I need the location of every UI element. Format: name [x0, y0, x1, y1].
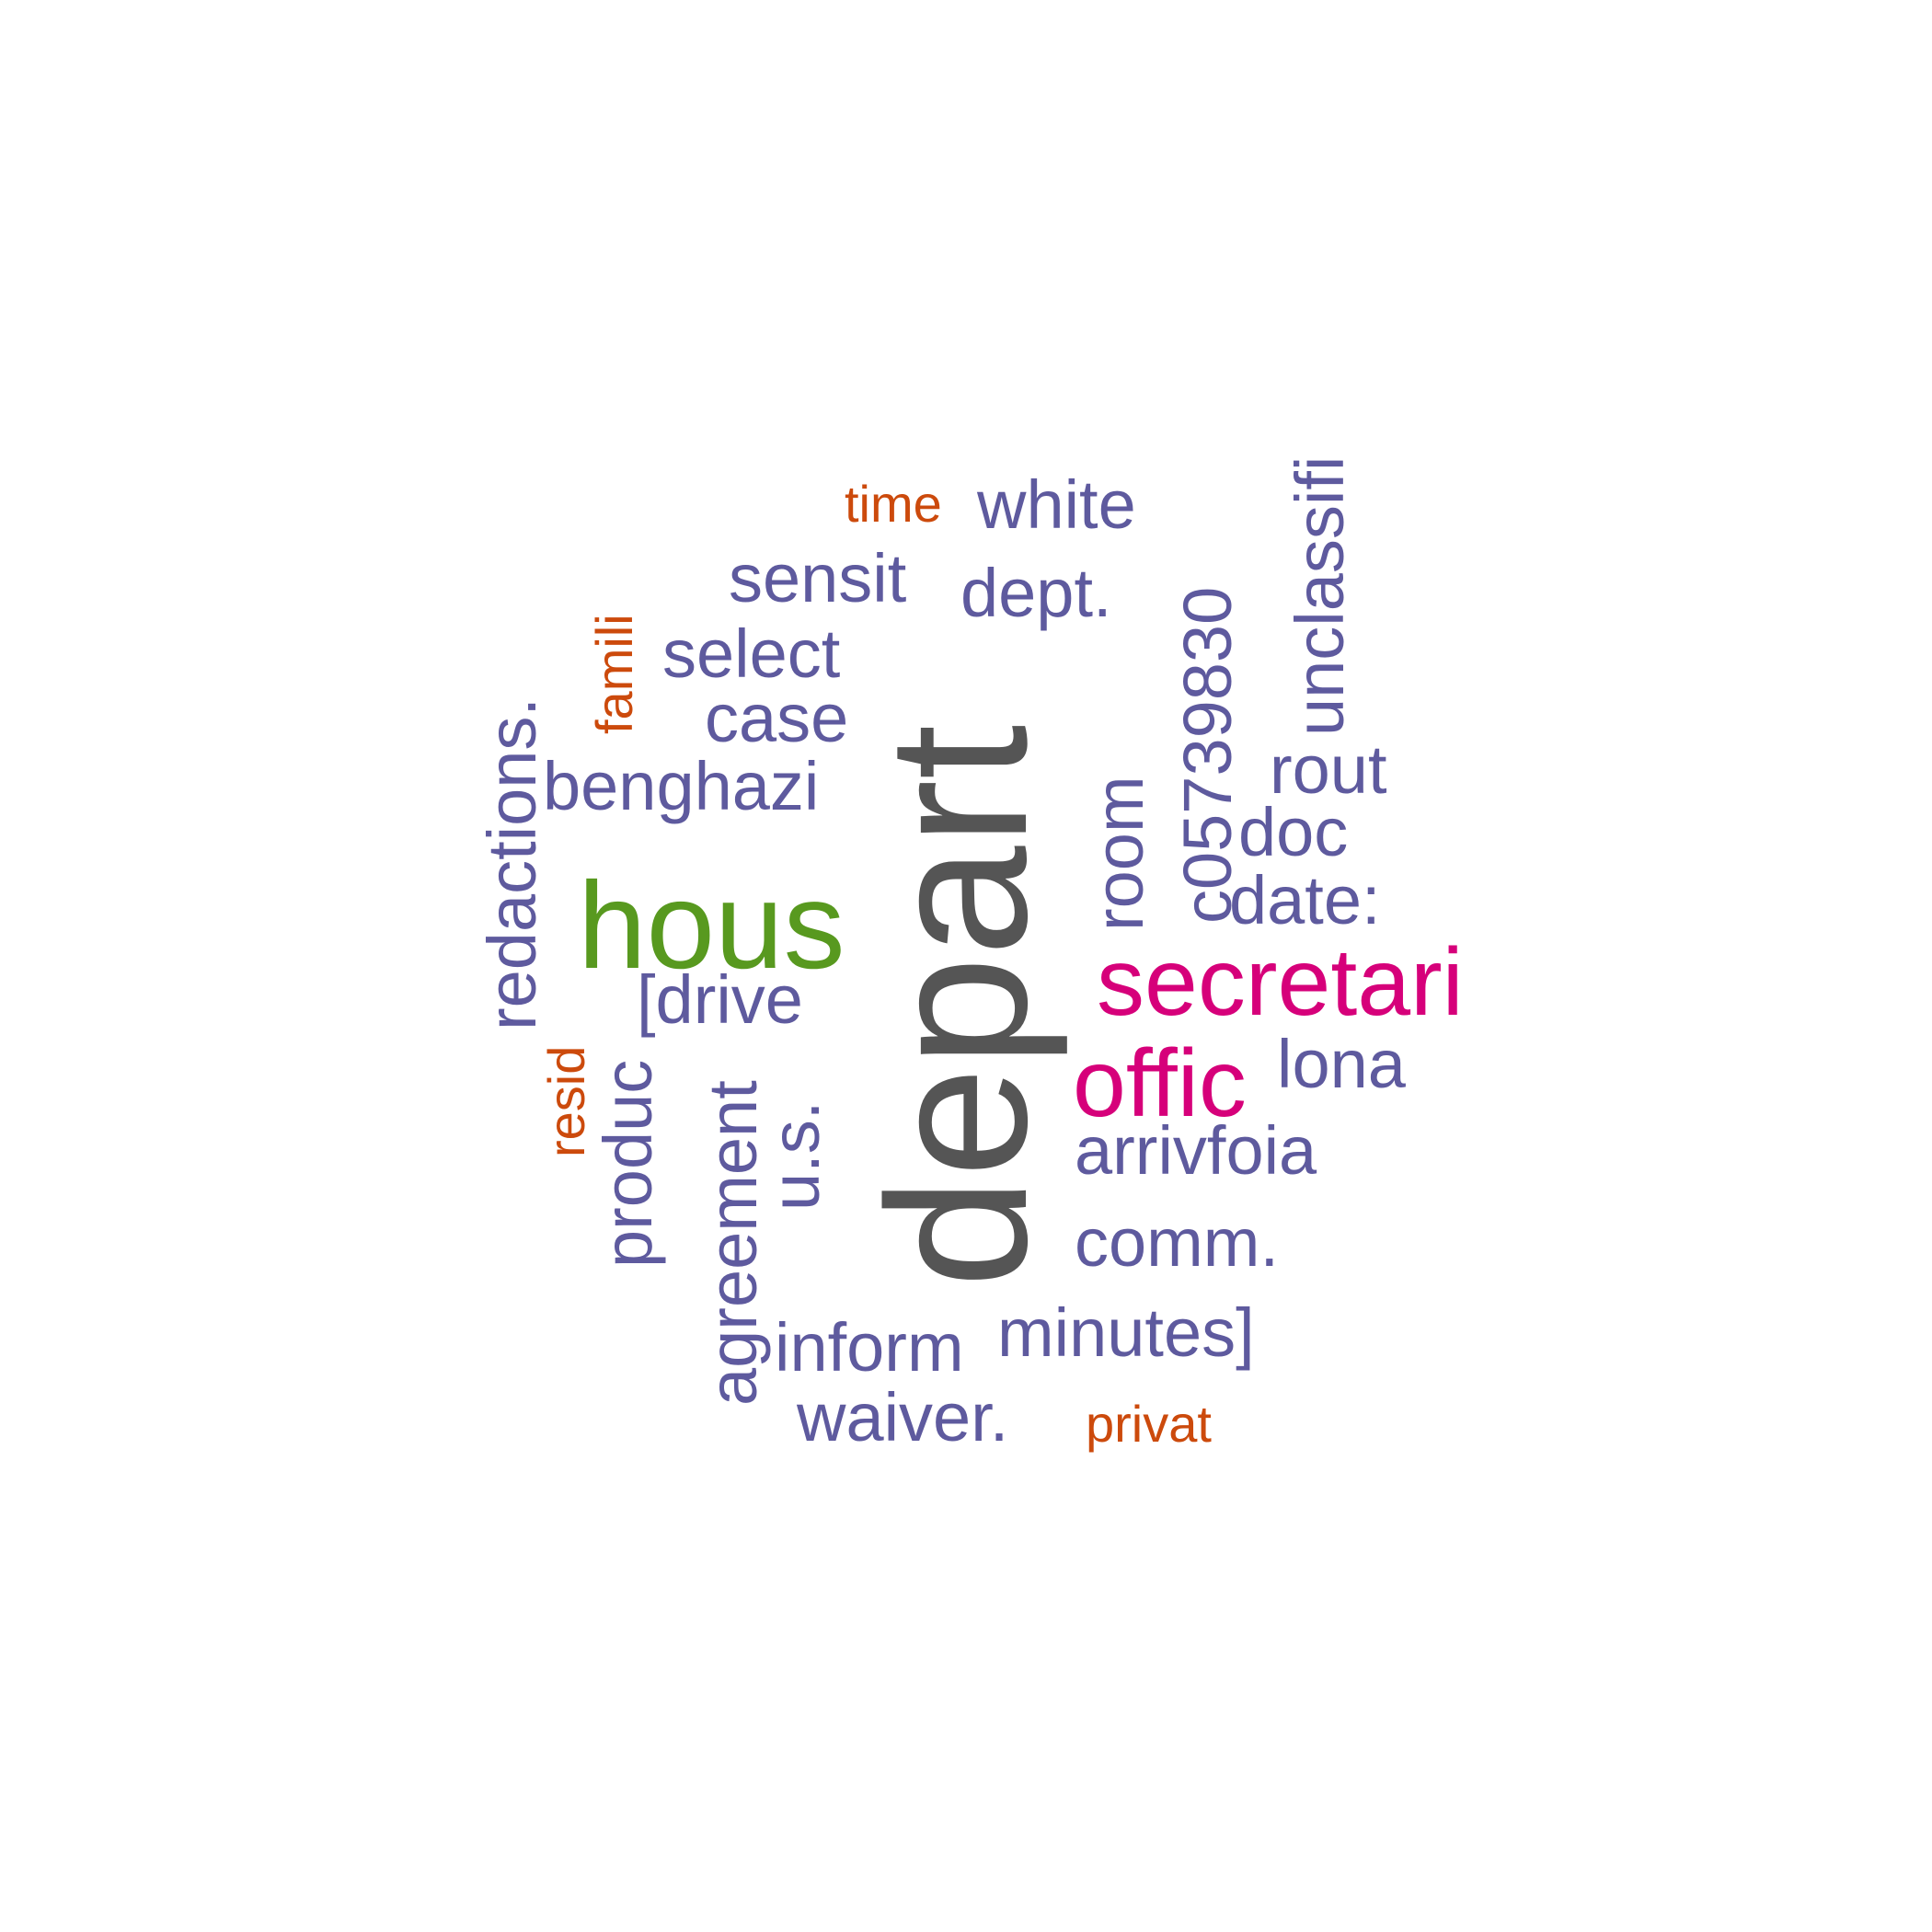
word-arrivfoia: arrivfoia	[1075, 1112, 1317, 1189]
word-c05739830: c05739830	[1169, 586, 1246, 924]
word-minutes: minutes]	[997, 1294, 1255, 1371]
word-room: room	[1081, 776, 1157, 931]
word-rout: rout	[1270, 731, 1387, 808]
word-waiver: waiver.	[797, 1379, 1009, 1455]
word-dept: dept.	[960, 555, 1112, 631]
word-offic: offic	[1073, 1030, 1247, 1137]
word-us: u.s.	[757, 1100, 834, 1211]
word-drive: [drive	[637, 961, 803, 1038]
word-secretari: secretari	[1097, 929, 1464, 1036]
word-case: case	[705, 680, 849, 756]
word-sensit: sensit	[729, 540, 907, 616]
word-lona: lona	[1277, 1026, 1406, 1102]
word-resid: resid	[537, 1045, 595, 1157]
word-date: date:	[1229, 862, 1381, 938]
word-inform: inform	[775, 1309, 964, 1386]
word-depart: depart	[845, 724, 1068, 1288]
word-select: select	[662, 615, 841, 692]
word-unclassifi: unclassifi	[1282, 455, 1358, 736]
word-comm: comm.	[1075, 1204, 1279, 1281]
word-white: white	[977, 466, 1136, 543]
word-doc: doc	[1238, 794, 1349, 870]
word-redactions: redactions.	[474, 697, 550, 1030]
word-time: time	[845, 475, 942, 533]
word-hous: hous	[578, 857, 845, 995]
word-benghazi: benghazi	[543, 748, 820, 824]
word-privat: privat	[1086, 1395, 1212, 1453]
word-famili: famili	[585, 614, 643, 734]
word-produc: produc	[590, 1059, 666, 1268]
